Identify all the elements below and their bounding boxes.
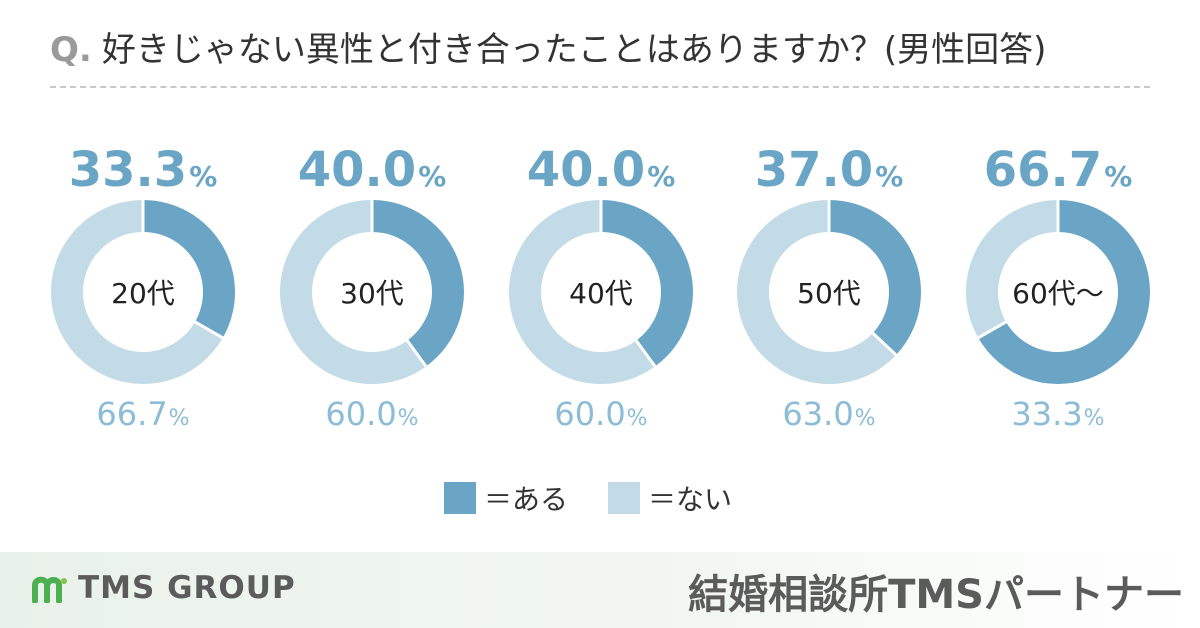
data-label-yes: 40.0% [298,142,447,198]
legend-item-no: ＝ない [608,478,732,518]
donut-slice-no [279,200,427,384]
category-label: 60代～ [1012,277,1104,310]
donut-slice-no [737,200,897,384]
slice-separator [405,338,428,369]
slice-separator [870,331,898,357]
slice-separator [193,320,225,340]
footer-banner: TMS GROUP 結婚相談所TMSパートナー [0,552,1200,628]
category-label: 50代 [797,277,861,310]
category-label: 40代 [569,277,633,310]
donut-slice-yes [372,200,464,367]
donut-charts: 20代 33.3% 66.7% 30代 40.0% 60.0% 40代 40.0% 60.0% 5… [51,142,1151,433]
donut-slice-no [966,200,1058,338]
data-label-no: 66.7% [96,395,189,433]
donut-slice-no [509,200,656,384]
data-label-yes: 40.0% [527,142,676,198]
donut-slice-yes [829,200,922,355]
legend-swatch-yes [444,482,476,514]
legend: ＝ある ＝ない [444,478,772,518]
tms-logo-icon [32,576,67,603]
data-label-no: 60.0% [554,395,647,433]
donut-slice-yes [143,200,236,338]
legend-item-yes: ＝ある [444,478,568,518]
slice-separator [976,320,1008,340]
legend-swatch-no [608,482,641,514]
data-label-yes: 33.3% [69,142,218,198]
category-label: 20代 [111,277,175,310]
slice-separator [634,338,657,369]
question-title: Q. 好きじゃない異性と付き合ったことはありますか？(男性回答) [50,22,1046,71]
data-label-no: 60.0% [325,395,418,433]
legend-label-no: ＝ない [648,483,733,516]
agency-name: 結婚相談所TMSパートナー [688,572,1184,618]
data-label-no: 33.3% [1011,395,1104,433]
data-label-no: 63.0% [782,395,875,433]
dashed-divider [50,86,1150,88]
donut-slice-yes [978,200,1151,384]
data-label-yes: 37.0% [755,142,904,198]
question-prefix: Q. [50,30,92,70]
data-label-yes: 66.7% [984,142,1133,198]
category-label: 30代 [340,277,404,310]
question-text: 好きじゃない異性と付き合ったことはありますか？(男性回答) [101,30,1047,70]
legend-label-yes: ＝ある [484,483,569,516]
brand-name: TMS GROUP [78,570,296,606]
donut-slice-yes [601,200,693,367]
donut-slice-no [51,200,223,384]
brand-logo: TMS GROUP [32,570,296,606]
